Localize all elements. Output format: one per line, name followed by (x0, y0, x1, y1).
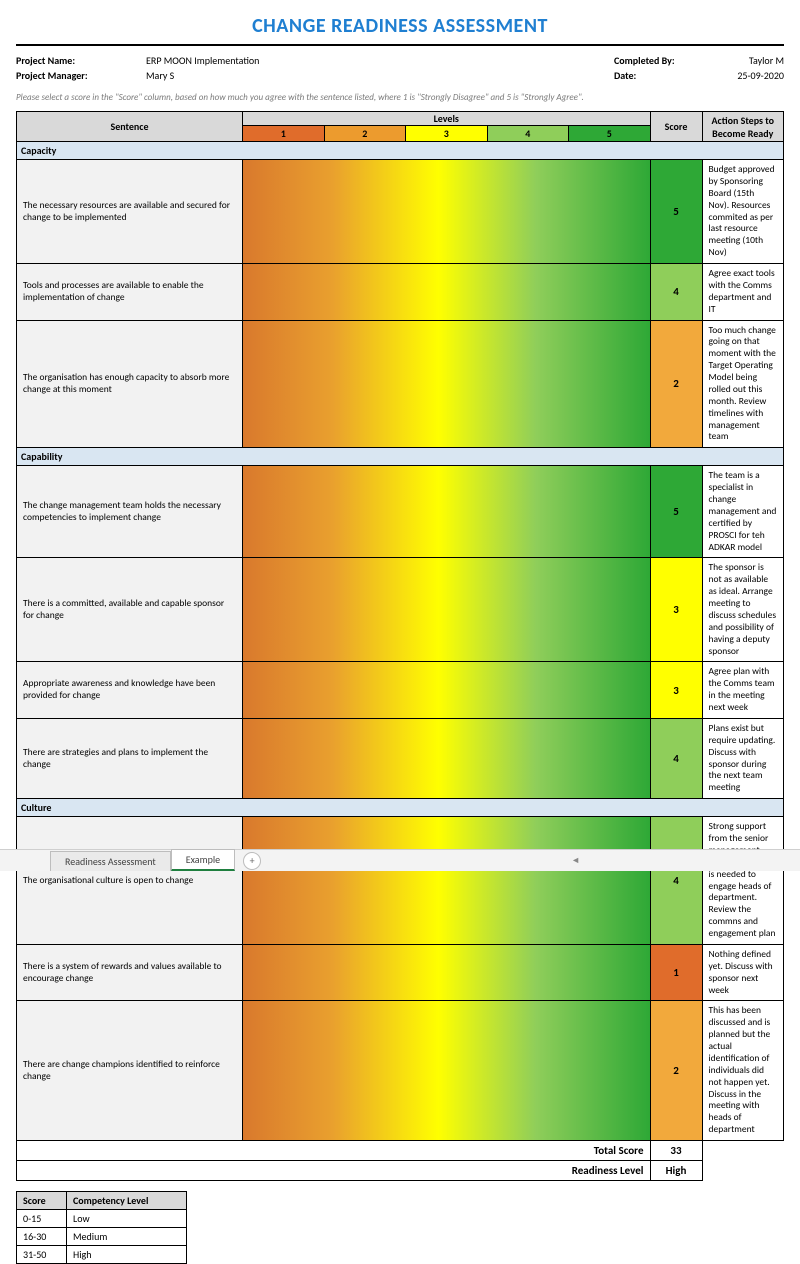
tab-readiness-assessment[interactable]: Readiness Assessment (50, 851, 171, 871)
level-header-4: 4 (487, 126, 569, 142)
date-label: Date: (614, 69, 704, 82)
levels-gradient (243, 558, 651, 662)
score-cell[interactable]: 3 (650, 558, 702, 662)
add-sheet-button[interactable]: + (243, 852, 261, 870)
action-cell[interactable]: Budget approved by Sponsoring Board (15t… (702, 160, 784, 264)
score-cell[interactable]: 2 (650, 320, 702, 448)
level-header-5: 5 (569, 126, 651, 142)
action-cell[interactable]: Too much change going on that moment wit… (702, 320, 784, 448)
header-sentence: Sentence (17, 112, 243, 142)
project-name-label: Project Name: (16, 54, 146, 67)
meta-row-1: Project Name: ERP MOON Implementation Co… (16, 54, 784, 67)
legend-level: High (67, 1246, 187, 1264)
header-score: Score (650, 112, 702, 142)
legend-level: Medium (67, 1228, 187, 1246)
table-row: There are change champions identified to… (17, 1001, 784, 1141)
meta-row-2: Project Manager: Mary S Date: 25-09-2020 (16, 69, 784, 82)
table-row: There is a system of rewards and values … (17, 944, 784, 1001)
sentence-cell: The organisation has enough capacity to … (17, 320, 243, 448)
completed-by-label: Completed By: (614, 54, 704, 67)
level-header-2: 2 (324, 126, 406, 142)
action-cell[interactable]: Agree exact tools with the Comms departm… (702, 264, 784, 321)
header-levels: Levels (243, 112, 651, 126)
action-cell[interactable]: Nothing defined yet. Discuss with sponso… (702, 944, 784, 1001)
instruction-text: Please select a score in the "Score" col… (16, 92, 784, 103)
table-row: Tools and processes are available to ena… (17, 264, 784, 321)
section-capacity: Capacity (17, 142, 784, 160)
sentence-cell: There is a system of rewards and values … (17, 944, 243, 1001)
sentence-cell: The organisational culture is open to ch… (17, 817, 243, 945)
tab-example[interactable]: Example (171, 849, 235, 871)
sentence-cell: Tools and processes are available to ena… (17, 264, 243, 321)
blank (702, 1141, 784, 1161)
levels-gradient (243, 817, 651, 945)
table-row: The change management team holds the nec… (17, 466, 784, 558)
table-row: The necessary resources are available an… (17, 160, 784, 264)
header-action: Action Steps to Become Ready (702, 112, 784, 142)
score-cell[interactable]: 5 (650, 160, 702, 264)
project-manager-value: Mary S (146, 69, 416, 82)
levels-gradient (243, 264, 651, 321)
sentence-cell: Appropriate awareness and knowledge have… (17, 662, 243, 719)
table-row: The organisation has enough capacity to … (17, 320, 784, 448)
action-cell[interactable]: The sponsor is not as available as ideal… (702, 558, 784, 662)
level-header-3: 3 (406, 126, 488, 142)
score-cell[interactable]: 4 (650, 718, 702, 798)
date-value: 25-09-2020 (704, 69, 784, 82)
legend-header-comp: Competency Level (67, 1192, 187, 1210)
assessment-table: Sentence Levels Score Action Steps to Be… (16, 111, 784, 1181)
legend-range: 0-15 (17, 1210, 67, 1228)
total-score-value: 33 (650, 1141, 702, 1161)
levels-gradient (243, 160, 651, 264)
level-header-1: 1 (243, 126, 325, 142)
levels-gradient (243, 718, 651, 798)
levels-gradient (243, 662, 651, 719)
action-cell[interactable]: This has been discussed and is planned b… (702, 1001, 784, 1141)
levels-gradient (243, 320, 651, 448)
table-row: There are strategies and plans to implem… (17, 718, 784, 798)
sentence-cell: There are strategies and plans to implem… (17, 718, 243, 798)
score-cell[interactable]: 4 (650, 817, 702, 945)
readiness-level-value: High (650, 1161, 702, 1181)
score-cell[interactable]: 1 (650, 944, 702, 1001)
sentence-cell: The necessary resources are available an… (17, 160, 243, 264)
sheet-tabs: Readiness Assessment Example + ◄ (0, 849, 800, 871)
completed-by-value: Taylor M (704, 54, 784, 67)
section-capability: Capability (17, 448, 784, 466)
sentence-cell: There are change champions identified to… (17, 1001, 243, 1141)
action-cell[interactable]: The team is a specialist in change manag… (702, 466, 784, 558)
table-row: The organisational culture is open to ch… (17, 817, 784, 945)
readiness-level-label: Readiness Level (17, 1161, 651, 1181)
legend-table: Score Competency Level 0-15Low16-30Mediu… (16, 1191, 187, 1264)
legend-range: 16-30 (17, 1228, 67, 1246)
section-culture: Culture (17, 799, 784, 817)
scroll-left-icon[interactable]: ◄ (571, 855, 580, 866)
score-cell[interactable]: 3 (650, 662, 702, 719)
total-score-label: Total Score (17, 1141, 651, 1161)
sentence-cell: The change management team holds the nec… (17, 466, 243, 558)
action-cell[interactable]: Plans exist but require updating. Discus… (702, 718, 784, 798)
project-name-value: ERP MOON Implementation (146, 54, 416, 67)
action-cell[interactable]: Strong support from the senior managemen… (702, 817, 784, 945)
levels-gradient (243, 466, 651, 558)
project-manager-label: Project Manager: (16, 69, 146, 82)
table-row: There is a committed, available and capa… (17, 558, 784, 662)
legend-range: 31-50 (17, 1246, 67, 1264)
blank (702, 1161, 784, 1181)
sentence-cell: There is a committed, available and capa… (17, 558, 243, 662)
score-cell[interactable]: 5 (650, 466, 702, 558)
levels-gradient (243, 944, 651, 1001)
levels-gradient (243, 1001, 651, 1141)
legend-header-score: Score (17, 1192, 67, 1210)
legend-level: Low (67, 1210, 187, 1228)
score-cell[interactable]: 2 (650, 1001, 702, 1141)
score-cell[interactable]: 4 (650, 264, 702, 321)
page-title: CHANGE READINESS ASSESSMENT (16, 14, 784, 46)
action-cell[interactable]: Agree plan with the Comms team in the me… (702, 662, 784, 719)
table-row: Appropriate awareness and knowledge have… (17, 662, 784, 719)
